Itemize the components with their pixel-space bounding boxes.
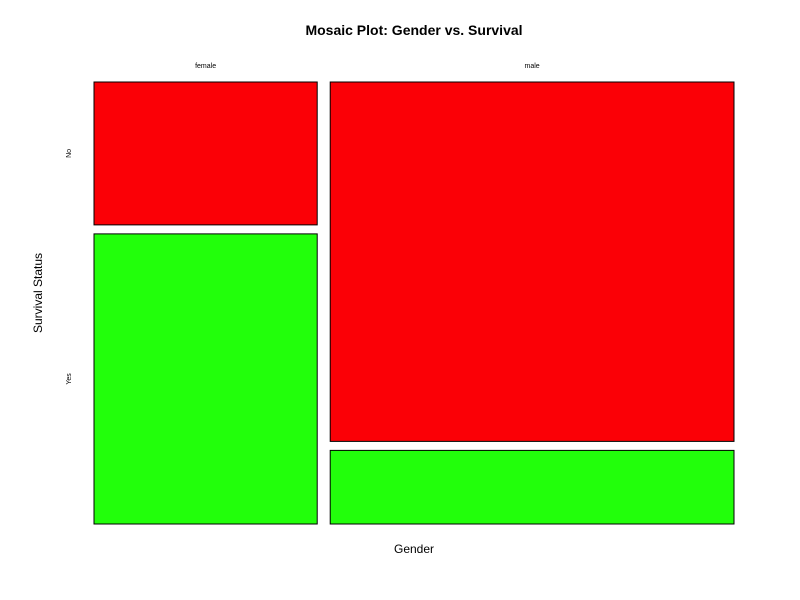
x-tick-label-male: male [525, 63, 540, 70]
y-axis-title: Survival Status [31, 253, 45, 333]
tile-female-yes [93, 233, 318, 525]
x-tick-labels: female male [195, 63, 540, 70]
x-tick-label-female: female [195, 63, 216, 70]
x-axis-title: Gender [394, 542, 434, 556]
y-tick-label-yes: Yes [66, 373, 73, 385]
tile-male-no [329, 81, 735, 442]
tile-male-yes [329, 449, 735, 525]
y-tick-labels: No Yes [66, 149, 73, 385]
mosaic-tiles [93, 81, 735, 525]
y-tick-label-no: No [66, 149, 73, 158]
chart-title: Mosaic Plot: Gender vs. Survival [305, 22, 522, 38]
tile-female-no [93, 81, 318, 226]
